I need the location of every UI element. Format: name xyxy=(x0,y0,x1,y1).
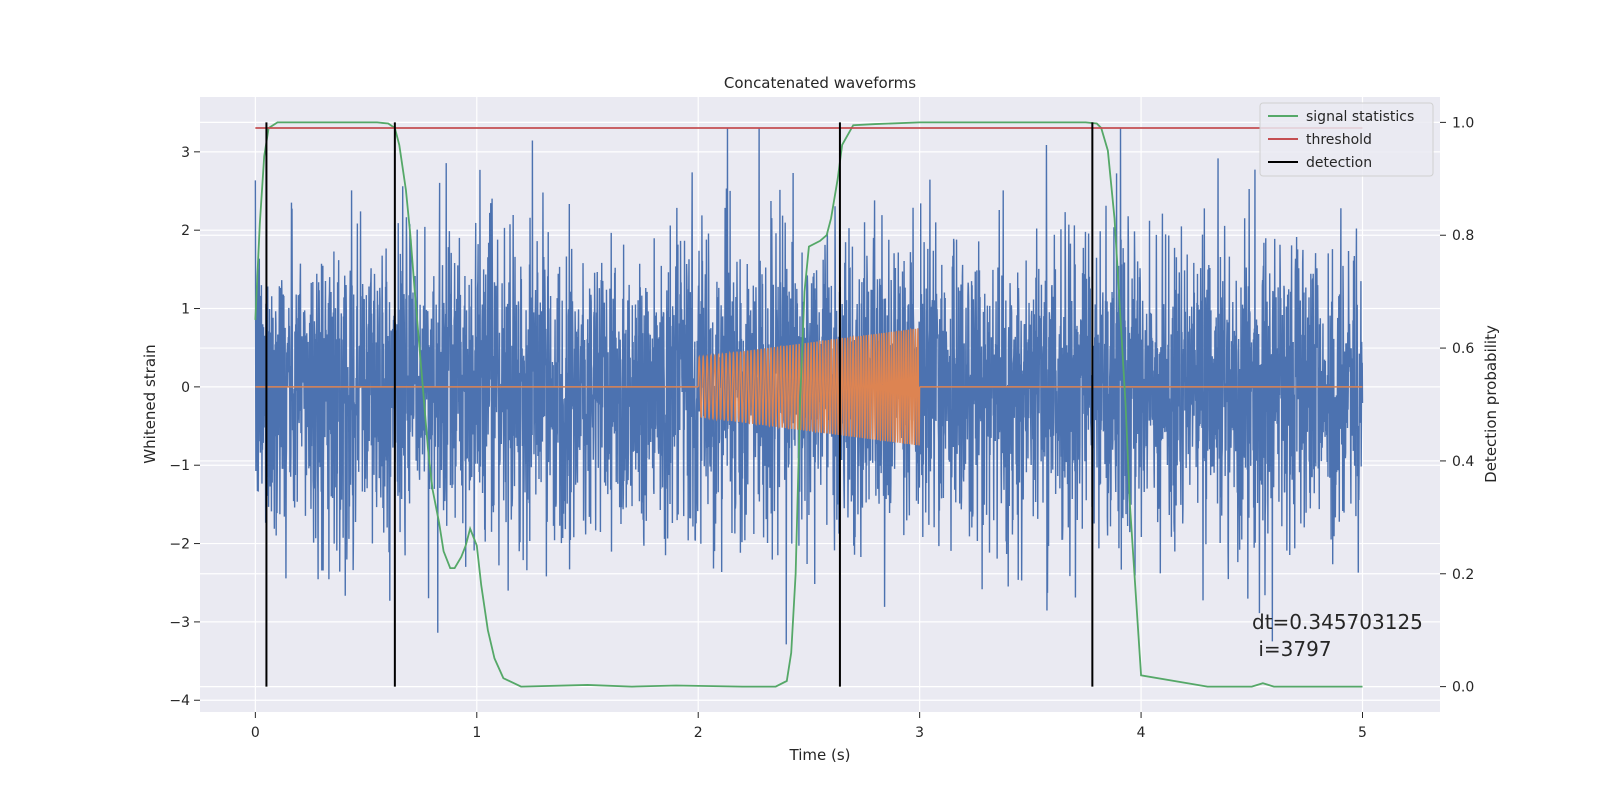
annotation: dt=0.345703125 i=3797 xyxy=(1252,610,1423,661)
series-signal-statistics-line xyxy=(254,121,1363,688)
y-tick-label: 0 xyxy=(181,380,190,396)
y-tick-label: 1 xyxy=(181,302,190,318)
legend-label-1: threshold xyxy=(1306,132,1372,148)
y2-tick-label: 1.0 xyxy=(1452,115,1474,131)
x-axis-title: Time (s) xyxy=(789,746,851,764)
y-tick-label: −4 xyxy=(169,693,190,709)
y2-tick-label: 0.4 xyxy=(1452,454,1474,470)
annotation-i: i=3797 xyxy=(1252,637,1332,661)
y2-tick-label: 0.6 xyxy=(1452,341,1474,357)
y-axis-title: Whitened strain xyxy=(141,344,159,463)
y2-tick-label: 0.0 xyxy=(1452,680,1474,696)
y-tick-label: 2 xyxy=(181,223,190,239)
legend-label-0: signal statistics xyxy=(1306,109,1414,125)
y2-tick-label: 0.8 xyxy=(1452,228,1474,244)
legend-label-2: detection xyxy=(1306,155,1372,171)
annotation-dt: dt=0.345703125 xyxy=(1252,610,1423,634)
y-tick-label: −2 xyxy=(169,537,190,553)
y2-axis-title: Detection probability xyxy=(1482,325,1500,483)
chart-title: Concatenated waveforms xyxy=(724,74,916,92)
y2-tick-label: 0.2 xyxy=(1452,567,1474,583)
y-tick-label: −1 xyxy=(169,458,190,474)
y-tick-label: 3 xyxy=(181,145,190,161)
legend-box xyxy=(1259,102,1434,177)
x-tick-label: 4 xyxy=(1137,725,1146,741)
x-tick-label: 0 xyxy=(251,725,260,741)
x-tick-label: 1 xyxy=(472,725,481,741)
series-chirp-line xyxy=(697,327,921,446)
x-tick-label: 5 xyxy=(1358,725,1367,741)
plot-area xyxy=(254,121,1364,688)
x-tick-label: 3 xyxy=(915,725,924,741)
series-noise-line xyxy=(254,128,1364,645)
legend: signal statistics threshold detection xyxy=(1259,102,1434,177)
ticks: −4 −3 −2 −1 0 1 2 3 0.0 0.2 0.4 0.6 0.8 1.0 0 1 2 3 4 5 xyxy=(169,115,1474,741)
y-tick-label: −3 xyxy=(169,615,190,631)
x-tick-label: 2 xyxy=(694,725,703,741)
